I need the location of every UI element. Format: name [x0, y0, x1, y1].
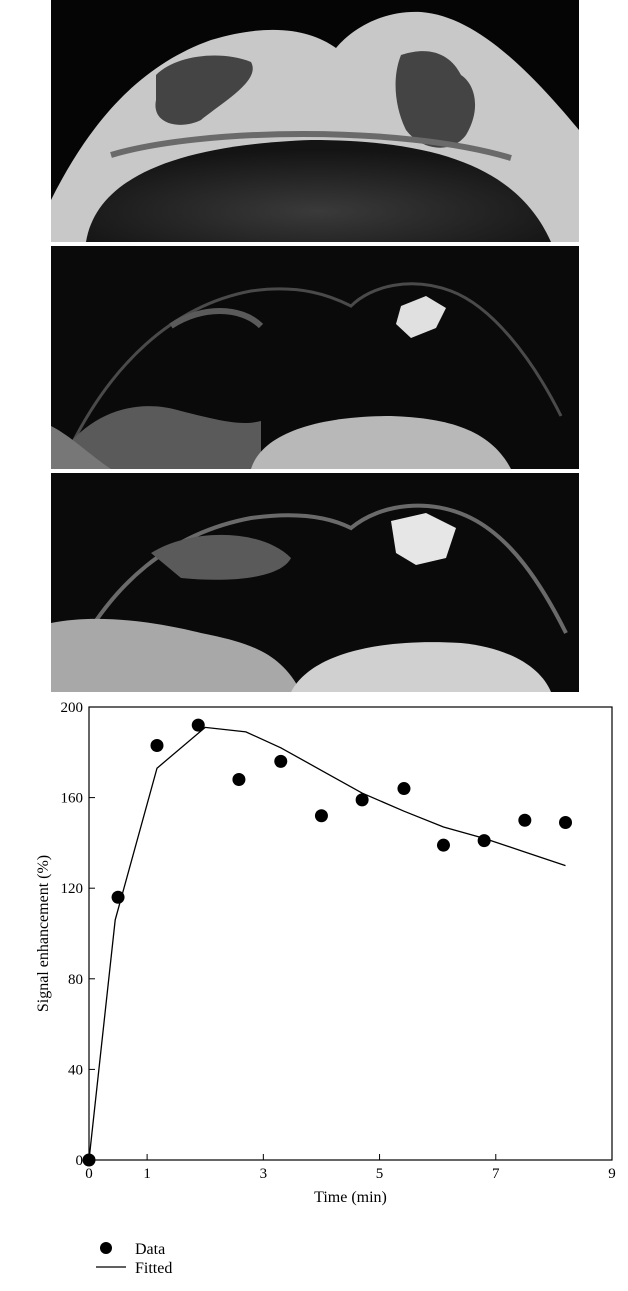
legend: Data Fitted — [96, 1241, 172, 1277]
x-tick-label: 0 — [85, 1166, 93, 1182]
y-axis-title: Signal enhancement (%) — [35, 855, 52, 1012]
x-tick-label: 9 — [608, 1166, 616, 1182]
signal-enhancement-chart: 0 1 3 5 7 9 0 40 80 120 160 200 Time (min) Signal e… — [35, 700, 616, 1277]
fitted-line — [88, 726, 566, 1161]
plot-frame — [88, 706, 613, 1161]
data-point — [518, 813, 532, 827]
data-point — [559, 816, 573, 830]
mri-panel-3 — [51, 473, 579, 692]
y-tick-label: 40 — [68, 1062, 83, 1078]
legend-fitted-label: Fitted — [135, 1260, 172, 1277]
data-point — [191, 718, 205, 732]
x-axis-title: Time (min) — [314, 1189, 387, 1206]
data-point — [477, 834, 491, 848]
x-tick-label: 5 — [376, 1166, 384, 1182]
data-point — [150, 739, 164, 753]
data-point — [274, 754, 288, 768]
y-tick-label: 120 — [61, 881, 84, 897]
y-tick-label: 0 — [76, 1153, 84, 1169]
data-point — [355, 793, 369, 807]
data-point — [314, 809, 328, 823]
data-point — [397, 782, 411, 796]
mri-panel-2 — [51, 246, 579, 469]
legend-data-label: Data — [135, 1241, 165, 1258]
data-point — [436, 838, 450, 852]
mri-panel-1 — [51, 0, 579, 242]
legend-data-marker — [100, 1242, 112, 1254]
y-tick-label: 160 — [61, 791, 84, 807]
data-point — [232, 772, 246, 786]
x-tick-label: 7 — [492, 1166, 500, 1182]
data-point — [111, 890, 125, 904]
y-tick-label: 200 — [61, 700, 84, 716]
y-tick-label: 80 — [68, 972, 83, 988]
x-tick-label: 1 — [143, 1166, 151, 1182]
x-tick-label: 3 — [260, 1166, 268, 1182]
